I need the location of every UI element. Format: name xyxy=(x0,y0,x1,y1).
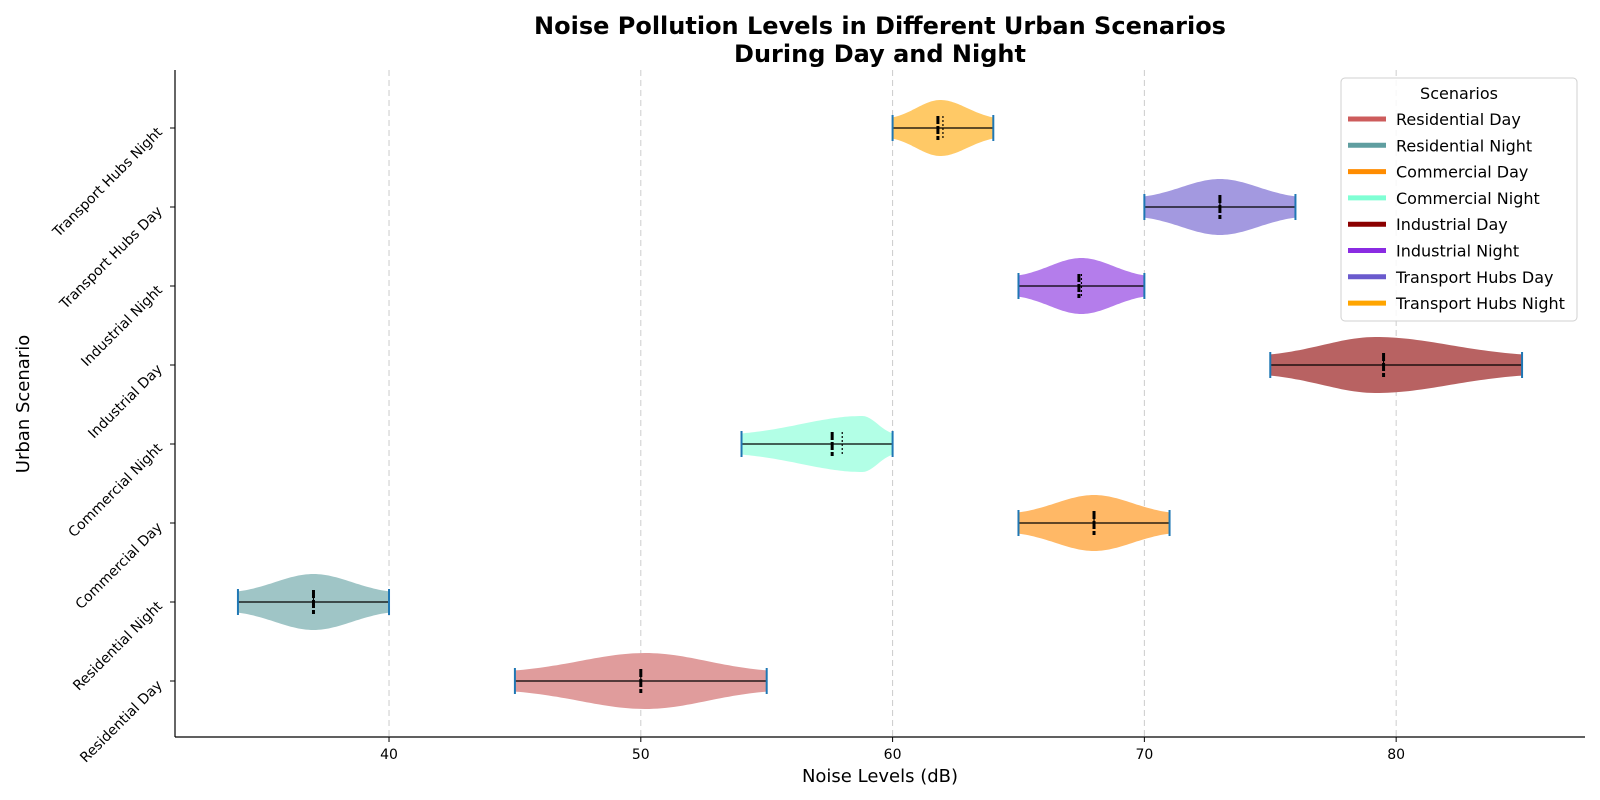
chart-subtitle: During Day and Night xyxy=(734,40,1026,68)
legend-label: Industrial Night xyxy=(1396,242,1519,261)
legend-item: Commercial Night xyxy=(1348,189,1540,208)
axes-layer xyxy=(174,70,1585,738)
legend-label: Commercial Night xyxy=(1396,189,1540,208)
y-tick-label: Commercial Day xyxy=(73,520,166,613)
legend-item: Residential Day xyxy=(1348,110,1521,129)
legend-label: Residential Day xyxy=(1396,110,1521,129)
violin-layer xyxy=(236,100,1524,709)
legend-label: Residential Night xyxy=(1396,136,1532,155)
violin-commercial-day xyxy=(1017,495,1171,551)
x-axis-label: Noise Levels (dB) xyxy=(802,766,958,787)
legend-item: Commercial Day xyxy=(1348,163,1528,182)
violin-residential-night xyxy=(236,574,391,630)
legend-label: Commercial Day xyxy=(1396,163,1528,182)
y-tick-label: Industrial Day xyxy=(85,362,165,442)
violin-transport-hubs-night xyxy=(891,100,995,156)
legend-item: Transport Hubs Night xyxy=(1348,294,1565,313)
legend-item: Transport Hubs Day xyxy=(1348,268,1554,287)
legend-title: Scenarios xyxy=(1420,84,1498,103)
legend-item: Industrial Night xyxy=(1348,242,1519,261)
legend-item: Residential Night xyxy=(1348,136,1532,155)
x-tick-label: 60 xyxy=(884,747,902,763)
x-tick-label: 70 xyxy=(1135,747,1153,763)
y-tick-label: Residential Day xyxy=(77,678,166,767)
chart-title: Noise Pollution Levels in Different Urba… xyxy=(534,12,1226,40)
x-tick-label: 50 xyxy=(632,747,650,763)
x-tick-label: 80 xyxy=(1387,747,1405,763)
violin-industrial-night xyxy=(1017,258,1146,314)
violin-residential-day xyxy=(513,653,768,709)
y-tick-label: Industrial Night xyxy=(78,282,166,370)
violin-industrial-day xyxy=(1269,337,1524,393)
x-tick-label: 40 xyxy=(380,747,398,763)
legend-frame xyxy=(1340,77,1578,322)
legend-items: Residential Day Residential Night Commerci… xyxy=(1348,110,1565,313)
legend-item: Industrial Day xyxy=(1348,215,1508,234)
y-axis-label: Urban Scenario xyxy=(13,335,34,473)
violin-transport-hubs-day xyxy=(1143,179,1297,235)
legend-label: Transport Hubs Day xyxy=(1395,268,1554,287)
grid-layer xyxy=(388,70,1397,737)
legend-label: Industrial Day xyxy=(1396,215,1508,234)
legend: Scenarios Residential Day Residential Nig… xyxy=(1340,77,1578,322)
legend-label: Transport Hubs Night xyxy=(1395,294,1565,313)
violin-commercial-night xyxy=(740,416,894,472)
